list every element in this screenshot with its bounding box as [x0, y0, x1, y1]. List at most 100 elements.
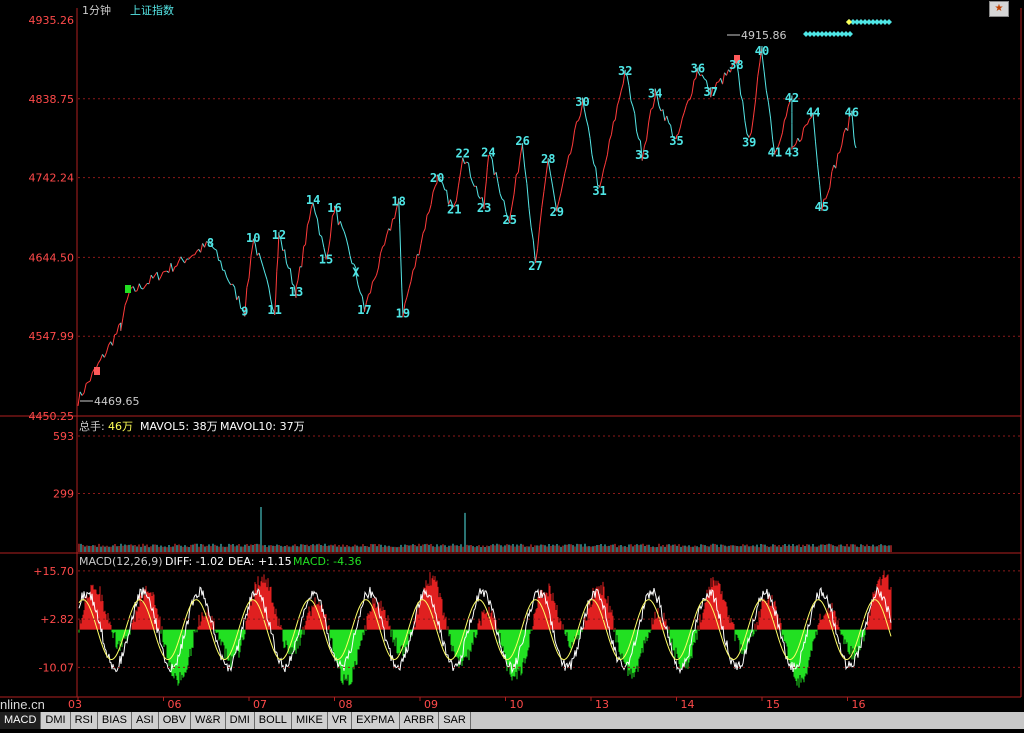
date-tick-label: 10	[510, 698, 524, 711]
low-annotation: 4469.65	[80, 395, 140, 408]
price-segment	[584, 109, 586, 119]
price-segment	[393, 218, 395, 219]
price-segment	[265, 273, 267, 279]
price-segment	[500, 194, 502, 199]
price-segment	[135, 291, 137, 292]
indicator-tab[interactable]: DMI	[226, 712, 255, 729]
price-segment	[185, 259, 187, 263]
price-segment	[117, 325, 119, 334]
price-segment	[550, 173, 552, 185]
price-segment	[594, 164, 596, 167]
indicator-tab[interactable]: SAR	[439, 712, 471, 729]
price-segment	[315, 213, 317, 219]
price-segment	[360, 292, 362, 296]
wave-label: 10	[246, 231, 260, 245]
indicator-tab[interactable]: VR	[328, 712, 352, 729]
date-tick-label: 06	[168, 698, 182, 711]
wave-label: 21	[447, 203, 461, 217]
macd-diff: DIFF: -1.02	[165, 555, 224, 568]
price-segment	[525, 168, 527, 184]
wave-label: 29	[550, 205, 564, 219]
price-segment	[340, 221, 342, 227]
price-segment	[104, 352, 106, 357]
price-segment	[276, 271, 277, 297]
price-segment	[756, 77, 758, 100]
wave-label: 36	[691, 61, 705, 75]
price-segment	[853, 123, 854, 137]
price-segment	[527, 184, 529, 209]
wave-label: 40	[755, 44, 769, 58]
indicator-tab[interactable]: EXPMA	[352, 712, 400, 729]
high-annotation: 4915.86	[727, 29, 787, 42]
price-segment	[427, 212, 429, 215]
wave-label: 38	[729, 58, 743, 72]
price-segment	[830, 172, 832, 188]
price-segment	[771, 118, 773, 140]
price-segment	[596, 168, 598, 186]
price-segment	[267, 279, 269, 287]
price-segment	[485, 181, 486, 191]
wave-label: 12	[272, 228, 286, 242]
price-segment	[123, 305, 125, 318]
diamond-marker	[847, 31, 853, 37]
price-segment	[309, 208, 311, 220]
price-segment	[277, 257, 278, 271]
indicator-tab[interactable]: BIAS	[98, 712, 132, 729]
price-segment	[405, 297, 407, 303]
wave-label: 22	[456, 146, 470, 160]
price-segment	[221, 261, 223, 270]
wave-label: 13	[289, 285, 303, 299]
indicator-tab[interactable]: ARBR	[400, 712, 440, 729]
price-segment	[100, 354, 102, 360]
price-segment	[86, 382, 88, 383]
price-segment	[605, 155, 607, 163]
price-segment	[781, 133, 783, 140]
price-segment	[346, 238, 348, 246]
price-segment	[806, 124, 808, 125]
indicator-tab[interactable]: W&R	[191, 712, 226, 729]
period-label[interactable]: 1分钟	[82, 3, 111, 17]
date-tick-label: 14	[681, 698, 695, 711]
price-segment	[565, 166, 567, 174]
price-segment	[569, 153, 571, 155]
price-segment	[813, 117, 815, 141]
price-segment	[80, 392, 82, 396]
price-segment	[201, 243, 203, 252]
price-segment	[472, 182, 474, 186]
corner-tool-button[interactable]: ★	[989, 1, 1009, 17]
price-segment	[609, 135, 611, 141]
indicator-tab[interactable]: MIKE	[292, 712, 328, 729]
macd-histogram	[79, 571, 891, 688]
wave-label: 8	[207, 236, 214, 250]
price-segment	[419, 244, 421, 255]
macd-value: MACD: -4.36	[293, 555, 362, 568]
price-segment	[751, 117, 753, 132]
indicator-tab[interactable]: DMI	[41, 712, 70, 729]
indicator-tab[interactable]: RSI	[71, 712, 98, 729]
price-segment	[504, 201, 506, 212]
price-segment	[496, 172, 498, 183]
indicator-tab[interactable]: BOLL	[255, 712, 292, 729]
wave-label: 33	[635, 148, 649, 162]
price-segment	[607, 140, 609, 154]
price-segment	[553, 186, 555, 199]
price-segment	[523, 147, 525, 168]
price-tick-label: 4935.26	[29, 14, 75, 27]
date-tick-label: 07	[253, 698, 267, 711]
wave-label: 30	[575, 95, 589, 109]
price-segment	[786, 106, 788, 116]
price-segment	[540, 207, 542, 226]
price-segment	[639, 138, 641, 140]
price-segment	[615, 106, 617, 120]
indicator-tab[interactable]: ASI	[132, 712, 159, 729]
price-segment	[688, 99, 690, 100]
wave-label: 11	[267, 303, 281, 317]
indicator-tab[interactable]: MACD	[0, 712, 41, 729]
indicator-tab[interactable]: OBV	[159, 712, 191, 729]
price-segment	[467, 162, 469, 163]
volume-tick-label: 593	[53, 430, 74, 443]
